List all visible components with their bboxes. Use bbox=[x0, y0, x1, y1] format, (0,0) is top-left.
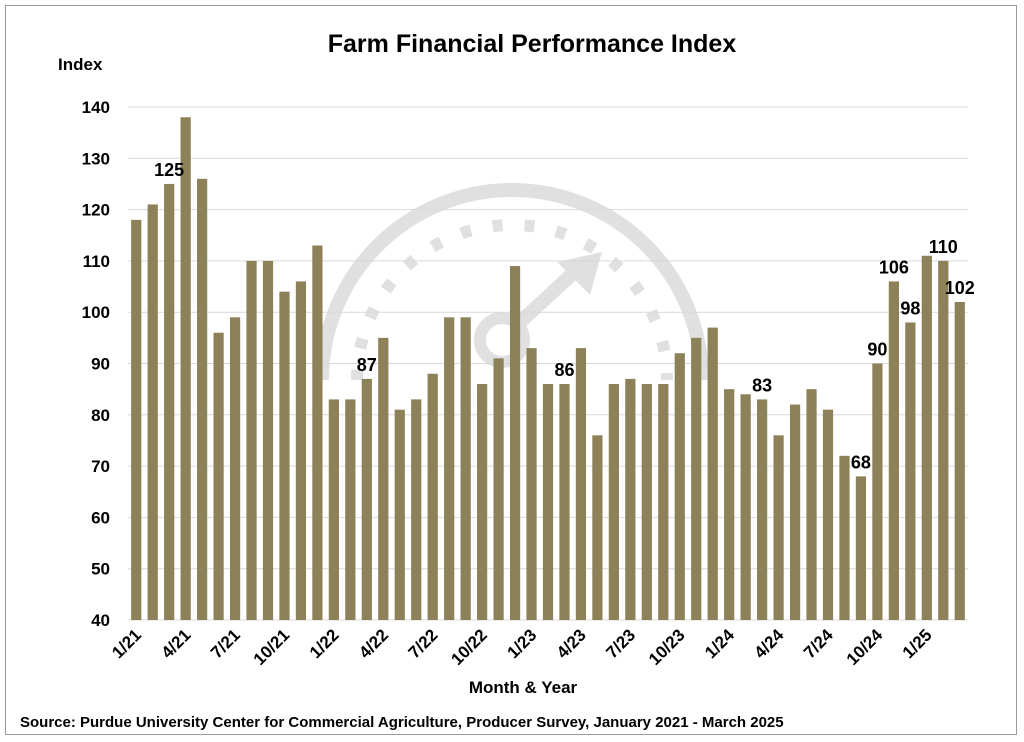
x-tick-label: 4/23 bbox=[553, 625, 590, 662]
bar-8-23 bbox=[641, 384, 652, 620]
bar-6-22 bbox=[411, 399, 422, 620]
bar-7-21 bbox=[229, 317, 241, 620]
bar-8-22 bbox=[444, 317, 455, 620]
bar-6-21 bbox=[213, 332, 224, 620]
x-axis-label: Month & Year bbox=[469, 678, 578, 697]
y-tick-label: 140 bbox=[82, 98, 110, 117]
x-tick-label: 10/24 bbox=[843, 625, 887, 669]
bar-2-25 bbox=[938, 260, 949, 620]
y-axis-ticks: 40 50 60 70 80 90 100 110 120 130 140 bbox=[82, 98, 110, 630]
bar-12-22 bbox=[509, 266, 521, 620]
bar-5-24 bbox=[789, 404, 801, 620]
bar-7-24 bbox=[822, 409, 834, 620]
bar-11-22 bbox=[493, 358, 504, 620]
bar-10-24 bbox=[872, 363, 883, 620]
bar-3-23 bbox=[559, 384, 570, 620]
bar-4-23 bbox=[575, 348, 587, 620]
bar-5-23 bbox=[592, 435, 603, 620]
bar-1-25 bbox=[921, 255, 932, 620]
bar-9-23 bbox=[658, 384, 669, 620]
bar-7-23 bbox=[625, 378, 636, 620]
bar-9-22 bbox=[460, 317, 471, 620]
x-tick-label: 10/22 bbox=[447, 625, 491, 669]
x-tick-label: 1/24 bbox=[701, 625, 738, 662]
bar-3-22 bbox=[361, 378, 372, 620]
y-tick-label: 50 bbox=[91, 560, 110, 579]
x-tick-label: 7/23 bbox=[602, 625, 639, 662]
chart-title: Farm Financial Performance Index bbox=[328, 30, 737, 58]
x-tick-label: 7/22 bbox=[405, 625, 442, 662]
y-tick-label: 90 bbox=[91, 355, 110, 374]
bar-12-24 bbox=[905, 322, 916, 620]
data-label: 125 bbox=[154, 160, 184, 180]
bar-5-22 bbox=[394, 409, 405, 620]
y-tick-label: 80 bbox=[91, 406, 110, 425]
bar-3-21 bbox=[164, 183, 175, 620]
bar-2-24 bbox=[740, 394, 751, 620]
x-tick-label: 1/23 bbox=[504, 625, 541, 662]
bar-9-21 bbox=[262, 260, 274, 620]
x-tick-label: 7/24 bbox=[800, 625, 837, 662]
y-tick-label: 110 bbox=[83, 252, 110, 271]
data-label: 110 bbox=[929, 237, 958, 257]
data-label: 68 bbox=[851, 452, 871, 472]
bar-6-24 bbox=[806, 389, 817, 620]
x-tick-label: 7/21 bbox=[207, 625, 244, 662]
source-note: Source: Purdue University Center for Com… bbox=[20, 714, 784, 731]
y-tick-label: 70 bbox=[91, 457, 110, 476]
x-tick-label: 10/21 bbox=[250, 625, 294, 669]
y-tick-label: 60 bbox=[91, 508, 110, 527]
bar-2-21 bbox=[147, 204, 158, 620]
data-label: 83 bbox=[752, 375, 772, 395]
bar-11-23 bbox=[691, 337, 702, 620]
y-tick-label: 130 bbox=[82, 149, 110, 168]
bar-7-22 bbox=[427, 373, 438, 620]
y-tick-label: 40 bbox=[91, 611, 110, 630]
bar-1-22 bbox=[328, 399, 339, 620]
y-tick-label: 100 bbox=[82, 303, 110, 322]
x-tick-label: 10/23 bbox=[645, 625, 689, 669]
bar-4-24 bbox=[773, 435, 784, 620]
bar-10-23 bbox=[674, 353, 685, 620]
bar-11-24 bbox=[888, 281, 899, 620]
bar-9-24 bbox=[855, 476, 867, 620]
x-tick-label: 1/25 bbox=[899, 625, 936, 662]
data-label: 87 bbox=[357, 355, 377, 375]
x-tick-label: 4/21 bbox=[158, 625, 195, 662]
bar-4-22 bbox=[378, 337, 389, 620]
data-label: 102 bbox=[945, 278, 975, 298]
x-tick-label: 1/22 bbox=[306, 625, 343, 662]
bar-4-21 bbox=[180, 117, 191, 620]
bar-2-23 bbox=[542, 384, 554, 620]
data-label: 90 bbox=[867, 340, 887, 360]
x-tick-label: 4/24 bbox=[751, 625, 788, 662]
data-label: 86 bbox=[554, 360, 574, 380]
data-label: 98 bbox=[900, 298, 920, 318]
bar-3-25 bbox=[954, 301, 965, 620]
bar-8-21 bbox=[246, 260, 257, 620]
bar-8-24 bbox=[839, 455, 850, 620]
bar-12-21 bbox=[312, 245, 323, 620]
bar-1-24 bbox=[724, 389, 735, 620]
bar-6-23 bbox=[608, 384, 619, 620]
bar-10-21 bbox=[279, 291, 290, 620]
bar-3-24 bbox=[757, 399, 768, 620]
bar-12-23 bbox=[707, 327, 718, 620]
bar-1-23 bbox=[526, 348, 537, 620]
bar-1-21 bbox=[131, 219, 142, 621]
y-axis-label: Index bbox=[58, 55, 103, 74]
bar-2-22 bbox=[345, 399, 356, 620]
data-label: 106 bbox=[879, 257, 909, 277]
bar-series bbox=[131, 117, 965, 621]
y-tick-label: 120 bbox=[82, 201, 110, 220]
data-labels: 125 87 86 83 68 90 106 98 110 102 bbox=[154, 160, 975, 472]
x-tick-label: 1/21 bbox=[108, 625, 145, 662]
bar-10-22 bbox=[477, 384, 488, 620]
bar-5-21 bbox=[197, 178, 208, 620]
x-axis-ticks: 1/21 4/21 7/21 10/21 1/22 4/22 7/22 10/22 1/23 4/… bbox=[108, 625, 935, 669]
bar-11-21 bbox=[295, 281, 307, 620]
x-tick-label: 4/22 bbox=[355, 625, 392, 662]
